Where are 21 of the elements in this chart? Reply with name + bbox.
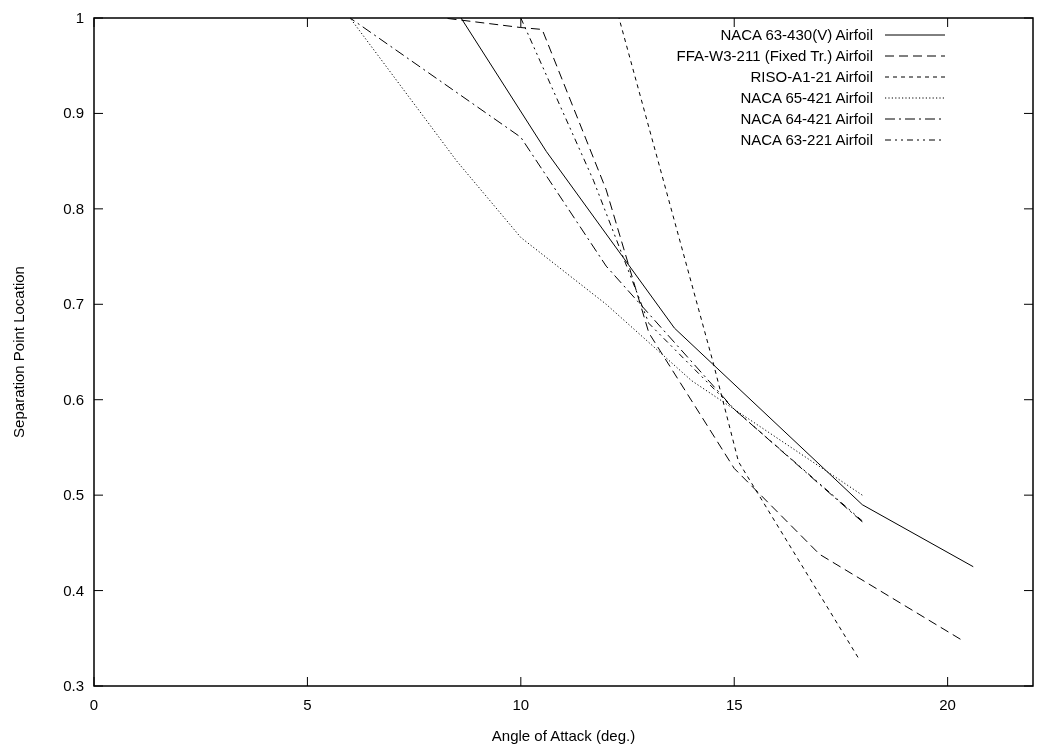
legend-label: NACA 63-221 Airfoil	[740, 131, 873, 148]
y-tick-label: 0.7	[63, 295, 84, 313]
legend-label: NACA 63-430(V) Airfoil	[720, 26, 873, 43]
legend-label: FFA-W3-211 (Fixed Tr.) Airfoil	[676, 47, 873, 64]
legend-label: RISO-A1-21 Airfoil	[750, 68, 873, 85]
y-axis-title: Separation Point Location	[10, 266, 27, 438]
x-tick-label: 10	[512, 696, 530, 713]
x-tick-label: 0	[89, 696, 99, 713]
y-tick-label: 0.3	[63, 677, 84, 694]
legend-label: NACA 65-421 Airfoil	[740, 89, 873, 106]
y-tick-label: 0.6	[63, 390, 84, 408]
y-tick-label: 0.5	[63, 486, 84, 504]
y-tick-label: 0.4	[63, 581, 84, 599]
y-tick-label: 0.8	[63, 199, 84, 217]
x-tick-label: 20	[939, 696, 956, 713]
x-tick-label: 5	[303, 696, 312, 713]
y-tick-label: 1	[75, 9, 84, 26]
x-axis-title: Angle of Attack (deg.)	[491, 727, 636, 744]
x-tick-label: 15	[725, 696, 743, 713]
legend-label: NACA 64-421 Airfoil	[740, 110, 873, 127]
y-tick-label: 0.9	[63, 104, 84, 122]
